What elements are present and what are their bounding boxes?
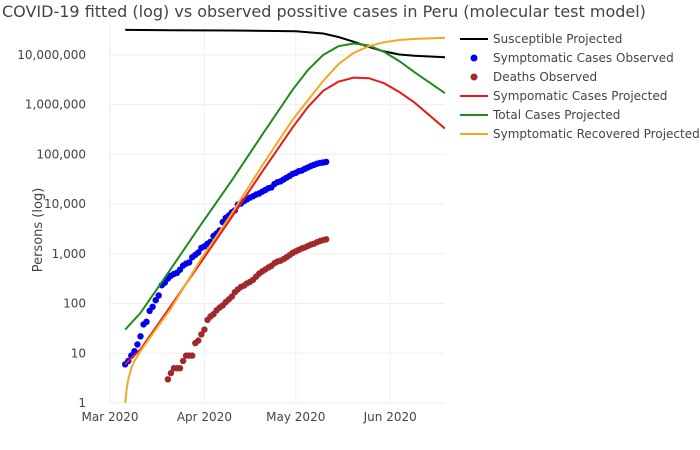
point-symptomatic-cases-observed: [186, 259, 193, 266]
x-tick-label: Jun 2020: [363, 410, 417, 424]
y-tick-label: 100: [63, 297, 86, 311]
gridlines: [109, 25, 445, 404]
point-symptomatic-cases-observed: [152, 297, 159, 304]
point-deaths-observed: [201, 326, 208, 333]
x-tick-label: May 2020: [266, 410, 325, 424]
y-axis-title: Persons (log): [31, 188, 46, 273]
y-tick-label: 10,000: [44, 197, 86, 211]
series-line-total-cases-projected: [124, 42, 445, 331]
x-tick-label: Mar 2020: [82, 410, 139, 424]
plot-area: [122, 28, 445, 403]
legend-label-total-cases-projected: Total Cases Projected: [492, 108, 620, 122]
series-line-sympomatic-cases-projected: [124, 76, 445, 366]
series-line-susceptible-projected: [125, 28, 445, 59]
legend-label-deaths-observed: Deaths Observed: [493, 70, 597, 84]
point-symptomatic-cases-observed: [155, 292, 162, 299]
y-tick-label: 10,000,000: [17, 48, 86, 62]
point-symptomatic-cases-observed: [137, 333, 144, 340]
y-tick-label: 1,000,000: [25, 98, 86, 112]
x-axis-ticks: Mar 2020 Apr 2020 May 2020 Jun 2020: [82, 410, 417, 424]
legend-swatch-symptomatic-cases-observed: [470, 54, 478, 62]
y-tick-label: 1: [78, 396, 86, 410]
point-deaths-observed: [189, 352, 196, 359]
point-symptomatic-cases-observed: [323, 158, 330, 166]
legend: Susceptible Projected Symptomatic Cases O…: [460, 32, 700, 141]
series-line-symptomatic-recovered-projected: [124, 36, 445, 403]
point-deaths-observed: [179, 357, 187, 365]
point-symptomatic-cases-observed: [149, 303, 156, 310]
point-deaths-observed: [176, 365, 184, 372]
x-tick-label: Apr 2020: [177, 410, 232, 424]
chart-title: COVID-19 fitted (log) vs observed possit…: [2, 2, 646, 21]
legend-label-symptomatic-cases-observed: Symptomatic Cases Observed: [493, 51, 674, 65]
y-tick-label: 1,000: [52, 247, 86, 261]
legend-label-symptomatic-recovered-projected: Symptomatic Recovered Projected: [493, 127, 700, 141]
legend-swatch-deaths-observed: [470, 73, 478, 81]
point-deaths-observed: [198, 331, 205, 338]
point-symptomatic-cases-observed: [195, 249, 202, 256]
y-tick-label: 100,000: [36, 147, 86, 161]
legend-label-susceptible-projected: Susceptible Projected: [493, 32, 622, 46]
point-symptomatic-cases-observed: [134, 341, 141, 348]
point-symptomatic-cases-observed: [143, 318, 150, 325]
y-axis-ticks: 1 10 100 1,000 10,000 100,000 1,000,000 10,000,…: [17, 48, 86, 410]
point-deaths-observed: [167, 369, 175, 377]
y-tick-label: 10: [71, 346, 86, 360]
point-deaths-observed: [323, 236, 330, 243]
point-deaths-observed: [195, 337, 202, 344]
point-deaths-observed: [164, 376, 172, 383]
legend-label-sympomatic-cases-projected: Sympomatic Cases Projected: [493, 89, 667, 103]
